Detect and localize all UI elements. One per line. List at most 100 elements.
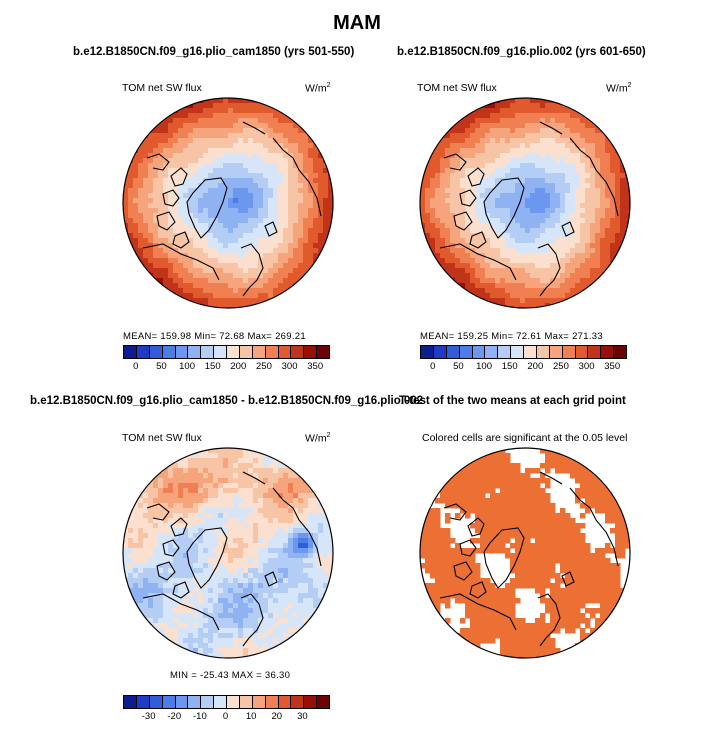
field-cell: [228, 513, 234, 519]
field-cell: [590, 193, 596, 199]
field-cell: [133, 523, 139, 529]
field-cell: [595, 133, 601, 139]
field-cell: [490, 103, 496, 109]
field-cell: [510, 163, 516, 169]
field-cell: [238, 583, 244, 589]
field-cell: [445, 118, 451, 124]
field-cell: [293, 263, 299, 269]
field-cell: [253, 508, 259, 514]
field-cell: [238, 263, 244, 269]
field-cell: [173, 453, 179, 459]
field-cell: [233, 123, 239, 129]
field-cell: [440, 243, 446, 249]
field-cell: [590, 253, 596, 259]
field-cell: [425, 108, 431, 114]
field-cell: [620, 153, 626, 159]
field-cell: [445, 213, 451, 219]
field-cell: [233, 558, 239, 564]
colorbar-cell: [188, 346, 202, 358]
field-cell: [263, 528, 269, 534]
field-cell: [253, 498, 259, 504]
field-cell: [298, 158, 304, 164]
field-cell: [228, 553, 234, 559]
field-cell: [530, 288, 536, 294]
field-cell: [173, 193, 179, 199]
field-cell: [218, 168, 224, 174]
field-cell: [450, 253, 456, 259]
field-cell: [168, 298, 174, 304]
field-cell: [153, 533, 159, 539]
field-cell: [545, 198, 551, 204]
field-cell: [520, 138, 526, 144]
field-cell: [268, 148, 274, 154]
field-cell: [183, 303, 189, 308]
field-cell: [485, 183, 491, 189]
field-cell: [268, 483, 274, 489]
field-cell: [243, 233, 249, 239]
field-cell: [500, 233, 506, 239]
field-cell: [273, 233, 279, 239]
field-cell: [153, 258, 159, 264]
field-cell: [123, 198, 129, 204]
field-cell: [218, 178, 224, 184]
field-cell: [223, 213, 229, 219]
field-cell: [168, 168, 174, 174]
field-cell: [163, 193, 169, 199]
field-cell: [128, 183, 134, 189]
field-cell: [505, 98, 511, 104]
field-cell: [480, 148, 486, 154]
field-cell: [133, 578, 139, 584]
field-cell: [203, 173, 209, 179]
field-cell: [580, 298, 586, 304]
field-cell: [590, 243, 596, 249]
field-cell: [313, 463, 319, 469]
field-cell: [580, 133, 586, 139]
field-cell: [323, 183, 329, 189]
field-cell: [258, 138, 264, 144]
field-cell: [138, 248, 144, 254]
field-cell: [308, 518, 314, 524]
field-cell: [435, 108, 441, 114]
field-cell: [193, 518, 199, 524]
field-cell: [590, 158, 596, 164]
field-cell: [208, 608, 214, 614]
field-cell: [178, 203, 184, 209]
field-cell: [500, 123, 506, 129]
field-cell: [213, 178, 219, 184]
field-cell: [580, 203, 586, 209]
field-cell: [193, 118, 199, 124]
field-cell: [540, 173, 546, 179]
field-cell: [440, 263, 446, 269]
field-cell: [288, 228, 294, 234]
field-cell: [283, 273, 289, 279]
field-cell: [158, 448, 164, 454]
colorbar-tick-label: 50: [156, 361, 167, 372]
field-cell: [495, 193, 501, 199]
field-cell: [218, 243, 224, 249]
field-cell: [440, 173, 446, 179]
field-cell: [168, 303, 174, 308]
field-cell: [153, 453, 159, 459]
field-cell: [595, 198, 601, 204]
field-cell: [480, 213, 486, 219]
field-cell: [328, 153, 333, 159]
field-cell: [168, 138, 174, 144]
field-cell: [148, 108, 154, 114]
field-cell: [323, 178, 329, 184]
field-cell: [605, 103, 611, 109]
field-cell: [193, 528, 199, 534]
field-cell: [535, 223, 541, 229]
field-cell: [238, 513, 244, 519]
field-cell: [455, 133, 461, 139]
field-cell: [500, 248, 506, 254]
field-cell: [258, 248, 264, 254]
field-cell: [465, 228, 471, 234]
field-cell: [288, 563, 294, 569]
field-cell: [148, 253, 154, 259]
field-cell: [615, 268, 621, 274]
field-cell: [535, 103, 541, 109]
field-cell: [510, 168, 516, 174]
field-cell: [153, 588, 159, 594]
field-cell: [555, 118, 561, 124]
field-cell: [615, 233, 621, 239]
